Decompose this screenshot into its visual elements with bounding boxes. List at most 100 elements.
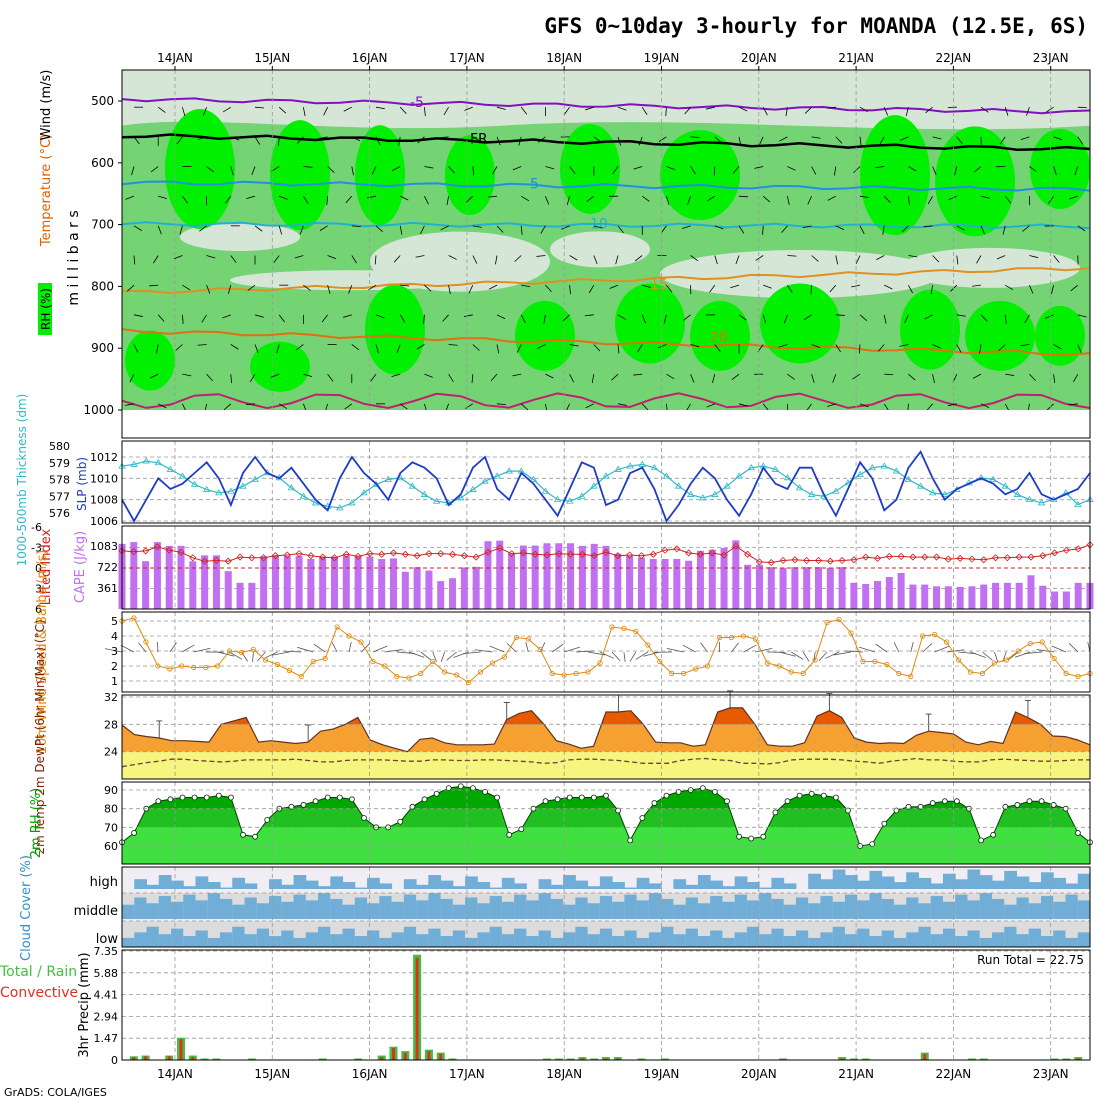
wind-barb xyxy=(690,136,700,138)
precip-convective-bar xyxy=(923,1054,927,1060)
thickness-point xyxy=(420,490,429,497)
wind-barb xyxy=(462,651,481,655)
thickness-point xyxy=(928,489,937,496)
wind-speed-point xyxy=(836,616,842,623)
wind-barb xyxy=(464,403,474,409)
wind-barb xyxy=(707,195,716,202)
date-label: 19JAN xyxy=(644,51,680,65)
wind-barb xyxy=(197,344,207,346)
lifted-index-point xyxy=(873,554,882,562)
wind-barb xyxy=(545,284,552,293)
lifted-index-point xyxy=(673,545,681,553)
cape-bar xyxy=(378,558,386,609)
wind-speed-point xyxy=(286,667,292,674)
thickness-point xyxy=(529,475,538,482)
wind-barb xyxy=(666,284,673,293)
wind-barb xyxy=(759,136,764,146)
cloud-low-bar xyxy=(318,926,331,947)
precip-convective-bar xyxy=(840,1058,844,1060)
wind-barb xyxy=(399,314,406,323)
wind-barb xyxy=(472,344,480,351)
wind-barb xyxy=(908,196,910,206)
cloud-high-bar xyxy=(195,876,209,889)
cloud-mid-bar xyxy=(893,904,907,919)
wind-barb xyxy=(1029,285,1034,294)
wind-barb xyxy=(375,106,385,110)
wind-barb xyxy=(263,651,278,659)
cloud-low-bar xyxy=(844,934,858,947)
wind-barb xyxy=(278,106,287,114)
cloud-mid-bar xyxy=(746,900,760,919)
cloud-low-bar xyxy=(330,934,344,947)
cape-bar xyxy=(1027,575,1035,609)
wind-barb xyxy=(905,107,909,117)
wind-barb xyxy=(899,136,909,141)
wind-barb xyxy=(416,344,425,350)
cloud-mid-bar xyxy=(612,901,625,919)
wind-barb xyxy=(743,644,757,653)
cape-bar xyxy=(944,586,952,609)
wind-barb xyxy=(518,136,522,146)
thickness-line xyxy=(121,460,1091,509)
thickness-point xyxy=(989,475,997,482)
wind-barb xyxy=(375,314,385,319)
thickness-point xyxy=(142,457,150,464)
cloud-high-bar xyxy=(759,887,772,889)
thickness-tick: 578 xyxy=(49,474,70,487)
wind-barb xyxy=(179,225,183,235)
cloud-low-bar xyxy=(575,926,589,947)
wind-barb xyxy=(932,166,937,175)
wind-barb xyxy=(835,136,843,144)
cloud-high-bar xyxy=(269,879,282,889)
wind-barb xyxy=(327,285,331,294)
wind-barb xyxy=(439,136,449,139)
rh2m-point xyxy=(300,802,307,808)
dewpoint-band xyxy=(122,751,1090,779)
wind-barb xyxy=(399,225,403,235)
cloud-low-bar xyxy=(697,936,711,947)
wind-speed-point xyxy=(382,663,388,669)
wind-barb xyxy=(712,374,716,383)
lifted-index-point xyxy=(319,553,327,561)
cloud-row-label: high xyxy=(90,875,118,890)
wind-barb xyxy=(947,403,957,407)
wind-barb xyxy=(884,373,894,376)
precip-convective-bar xyxy=(380,1057,384,1060)
wind-barb xyxy=(755,648,773,653)
cloud-low-bar xyxy=(354,936,368,947)
lifted-index-point xyxy=(602,548,610,556)
cloud-mid-bar xyxy=(403,894,417,919)
isotherm-line xyxy=(121,328,1091,357)
date-label: 20JAN xyxy=(741,51,777,65)
wind-barb xyxy=(1053,374,1056,384)
wind-barb xyxy=(803,314,812,321)
lifted-index-point xyxy=(130,548,138,556)
wind-barb xyxy=(149,284,159,287)
cloud-low-bar xyxy=(477,932,491,947)
cape-bar xyxy=(212,555,220,609)
rh2m-point xyxy=(784,798,791,805)
wind-barb xyxy=(714,344,721,352)
wind-barb xyxy=(899,344,909,347)
cloud-mid-bar xyxy=(244,897,258,919)
lifted-index-point xyxy=(885,552,893,560)
wind-barb xyxy=(882,225,885,235)
rh-high-patch xyxy=(355,125,405,226)
isotherm-line xyxy=(121,267,1091,295)
cloud-mid-bar xyxy=(844,894,858,919)
wind-barb xyxy=(351,166,354,176)
cloud-high-bar xyxy=(428,875,442,889)
wind-barb xyxy=(133,344,139,353)
wind-speed-point xyxy=(454,672,460,678)
wind-barb xyxy=(1051,645,1067,653)
lifted-index-point xyxy=(909,553,917,561)
wind-barb xyxy=(811,166,817,175)
rh-low-patch xyxy=(900,247,1080,288)
wind-speed-point xyxy=(848,630,854,636)
rh2m-point xyxy=(506,831,513,838)
cloud-axis-label: Cloud Cover (%) xyxy=(19,855,34,961)
cape-bar xyxy=(307,558,315,609)
wind-barb xyxy=(687,196,691,205)
date-label: 19JAN xyxy=(644,1067,680,1081)
wind-barb xyxy=(855,255,861,264)
